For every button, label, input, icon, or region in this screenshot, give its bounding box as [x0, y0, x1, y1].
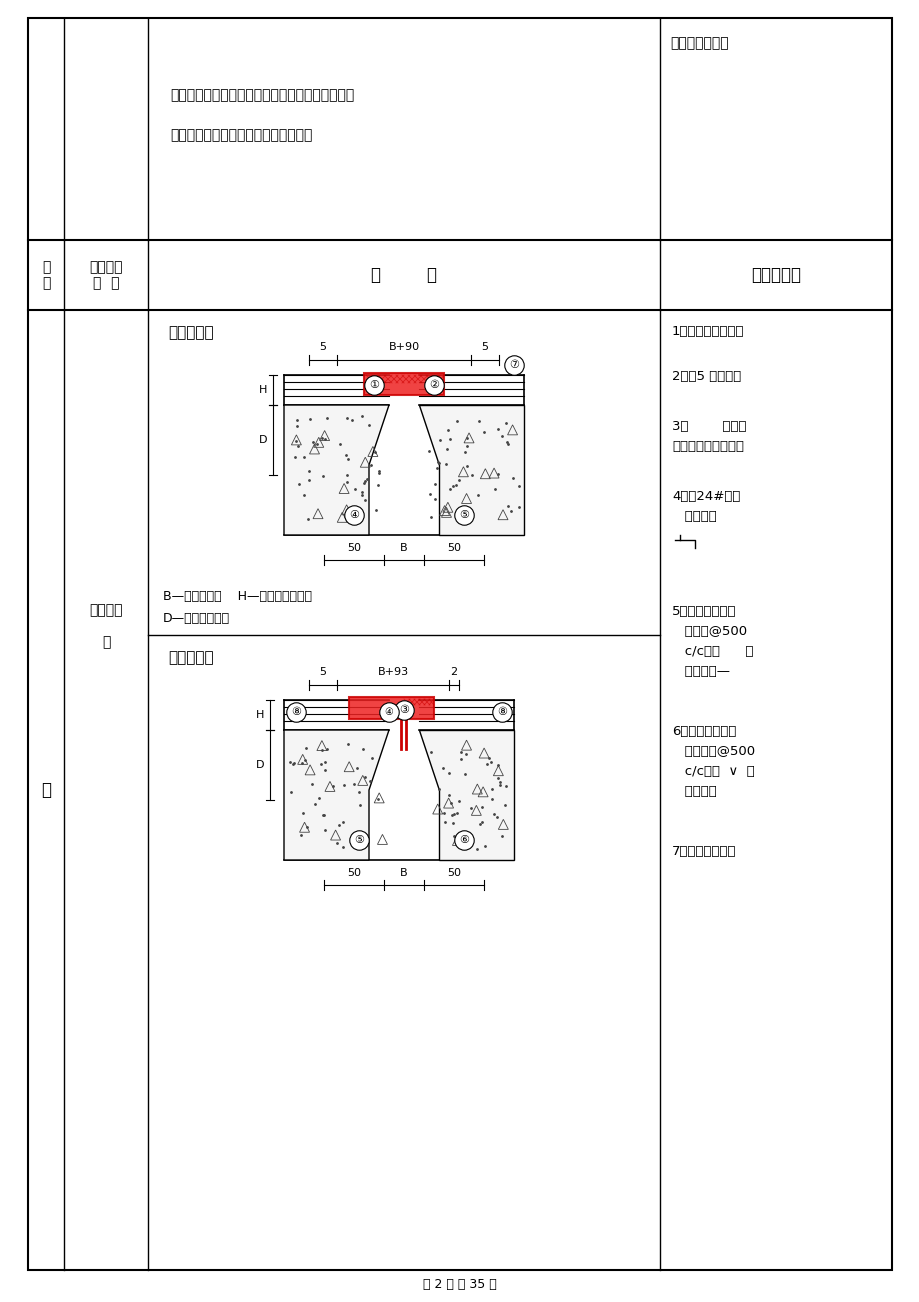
Text: 5: 5 — [319, 667, 326, 677]
Text: 镀锌铁皮—: 镀锌铁皮— — [671, 665, 729, 678]
Text: B+90: B+90 — [388, 342, 419, 352]
Text: ⑦: ⑦ — [508, 359, 518, 370]
Text: 2: 2 — [450, 667, 457, 677]
Text: c/c固定      形: c/c固定 形 — [671, 644, 753, 658]
Text: ①: ① — [369, 380, 379, 391]
Text: B+93: B+93 — [377, 667, 408, 677]
Text: ⑤: ⑤ — [354, 835, 364, 845]
Polygon shape — [284, 730, 389, 861]
Text: B: B — [400, 543, 407, 553]
Text: 5、一塑料胀锚木: 5、一塑料胀锚木 — [671, 605, 736, 618]
Text: D: D — [258, 435, 267, 445]
Text: 4、一24#镀锌: 4、一24#镀锌 — [671, 490, 740, 503]
Text: ④: ④ — [348, 510, 358, 519]
Text: 牙螺丝@500: 牙螺丝@500 — [671, 625, 746, 638]
Text: 1、一面层按设计。: 1、一面层按设计。 — [671, 326, 743, 339]
Text: （二）墙面: （二）墙面 — [168, 650, 213, 665]
Text: 变形沉降: 变形沉降 — [89, 603, 122, 617]
Text: 第 2 页 共 35 页: 第 2 页 共 35 页 — [423, 1279, 496, 1292]
Bar — [348, 697, 434, 719]
Text: 缝: 缝 — [102, 635, 110, 648]
Text: 形铁皮。: 形铁皮。 — [671, 510, 716, 523]
Polygon shape — [418, 405, 524, 535]
Text: 项
次: 项 次 — [41, 260, 51, 290]
Text: ③: ③ — [399, 704, 409, 715]
Text: 50: 50 — [447, 868, 460, 878]
Text: 5: 5 — [319, 342, 326, 352]
Text: 要求与做法: 要求与做法 — [750, 266, 800, 284]
Text: D: D — [255, 760, 264, 769]
Text: ⑧: ⑧ — [496, 707, 506, 717]
Text: 50: 50 — [346, 868, 360, 878]
Text: 6、一塑料胀锚不: 6、一塑料胀锚不 — [671, 725, 735, 738]
Polygon shape — [284, 405, 389, 535]
Text: 2、一5 厚钢板。: 2、一5 厚钢板。 — [671, 370, 741, 383]
Text: ⑤: ⑤ — [459, 510, 469, 519]
Text: 3、        形不锈: 3、 形不锈 — [671, 421, 745, 434]
Text: （三）严禁在已完成的楼地面上拌和砂浆、揉制油: （三）严禁在已完成的楼地面上拌和砂浆、揉制油 — [170, 89, 354, 102]
Text: B: B — [400, 868, 407, 878]
Text: 灰、调制油漆等，防止地面污染受损。: 灰、调制油漆等，防止地面污染受损。 — [170, 128, 312, 142]
Text: B—设计缝宽；    H—设计面层厚度；: B—设计缝宽； H—设计面层厚度； — [163, 590, 312, 603]
Text: 50: 50 — [346, 543, 360, 553]
Text: H: H — [258, 385, 267, 395]
Text: ⑥: ⑥ — [459, 835, 469, 845]
Text: 锈钢螺丝@500: 锈钢螺丝@500 — [671, 745, 754, 758]
Text: 5: 5 — [481, 342, 488, 352]
Polygon shape — [418, 730, 514, 861]
Bar — [364, 372, 444, 395]
Text: 工序节点
名  称: 工序节点 名 称 — [89, 260, 122, 290]
Text: 50: 50 — [447, 543, 460, 553]
Text: c/c固定  ∨  形: c/c固定 ∨ 形 — [671, 766, 754, 779]
Text: ④: ④ — [384, 707, 393, 717]
Text: ⑧: ⑧ — [290, 707, 301, 717]
Text: D—找平层厚度；: D—找平层厚度； — [163, 612, 230, 625]
Text: 图        示: 图 示 — [370, 266, 437, 284]
Text: （一）楼面: （一）楼面 — [168, 326, 213, 340]
Text: 7、一沥青胶泥填: 7、一沥青胶泥填 — [671, 845, 736, 858]
Text: 四: 四 — [41, 781, 51, 799]
Text: H: H — [255, 710, 264, 720]
Text: 封口板。: 封口板。 — [671, 785, 716, 798]
Text: 钢或铝合金封口板。: 钢或铝合金封口板。 — [671, 440, 743, 453]
Text: ②: ② — [428, 380, 438, 391]
Text: 才能进行鎏缝。: 才能进行鎏缝。 — [669, 36, 728, 49]
